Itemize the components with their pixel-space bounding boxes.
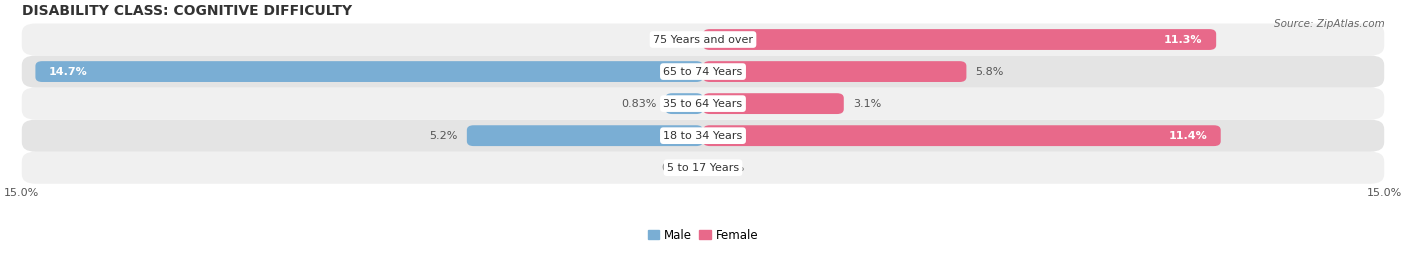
- FancyBboxPatch shape: [703, 61, 966, 82]
- FancyBboxPatch shape: [703, 29, 1216, 50]
- Text: 35 to 64 Years: 35 to 64 Years: [664, 99, 742, 109]
- Text: 14.7%: 14.7%: [49, 66, 87, 77]
- FancyBboxPatch shape: [703, 93, 844, 114]
- Text: DISABILITY CLASS: COGNITIVE DIFFICULTY: DISABILITY CLASS: COGNITIVE DIFFICULTY: [21, 4, 351, 18]
- FancyBboxPatch shape: [703, 125, 1220, 146]
- Text: 3.1%: 3.1%: [853, 99, 882, 109]
- FancyBboxPatch shape: [21, 55, 1385, 88]
- Text: 0.0%: 0.0%: [661, 34, 689, 45]
- FancyBboxPatch shape: [21, 152, 1385, 184]
- Text: Source: ZipAtlas.com: Source: ZipAtlas.com: [1274, 19, 1385, 29]
- Text: 11.4%: 11.4%: [1168, 131, 1208, 141]
- Text: 0.83%: 0.83%: [621, 99, 657, 109]
- FancyBboxPatch shape: [21, 120, 1385, 152]
- Legend: Male, Female: Male, Female: [644, 225, 762, 245]
- Text: 5 to 17 Years: 5 to 17 Years: [666, 163, 740, 173]
- Text: 75 Years and over: 75 Years and over: [652, 34, 754, 45]
- Text: 11.3%: 11.3%: [1164, 34, 1202, 45]
- Text: 5.2%: 5.2%: [429, 131, 458, 141]
- FancyBboxPatch shape: [467, 125, 703, 146]
- FancyBboxPatch shape: [665, 93, 703, 114]
- Text: 0.0%: 0.0%: [661, 163, 689, 173]
- Text: 65 to 74 Years: 65 to 74 Years: [664, 66, 742, 77]
- Text: 5.8%: 5.8%: [976, 66, 1004, 77]
- Text: 0.0%: 0.0%: [717, 163, 745, 173]
- FancyBboxPatch shape: [21, 88, 1385, 120]
- FancyBboxPatch shape: [21, 23, 1385, 55]
- Text: 18 to 34 Years: 18 to 34 Years: [664, 131, 742, 141]
- FancyBboxPatch shape: [35, 61, 703, 82]
